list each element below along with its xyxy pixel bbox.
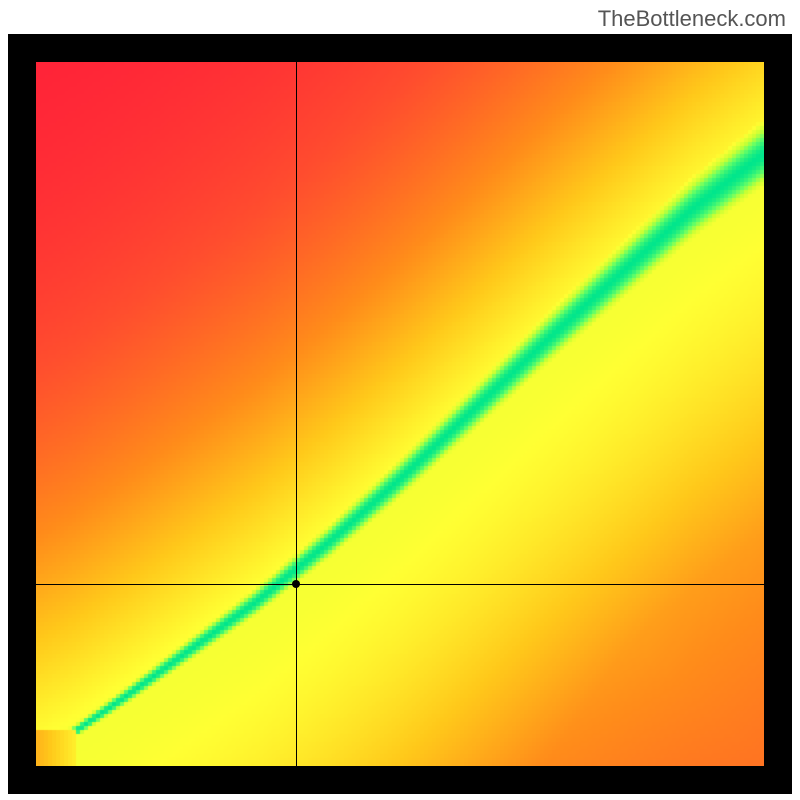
plot-area: [36, 62, 764, 766]
root: TheBottleneck.com: [0, 0, 800, 800]
watermark-text: TheBottleneck.com: [598, 6, 786, 32]
heatmap-canvas: [36, 62, 764, 766]
crosshair-vertical: [296, 62, 297, 766]
crosshair-horizontal: [36, 584, 764, 585]
